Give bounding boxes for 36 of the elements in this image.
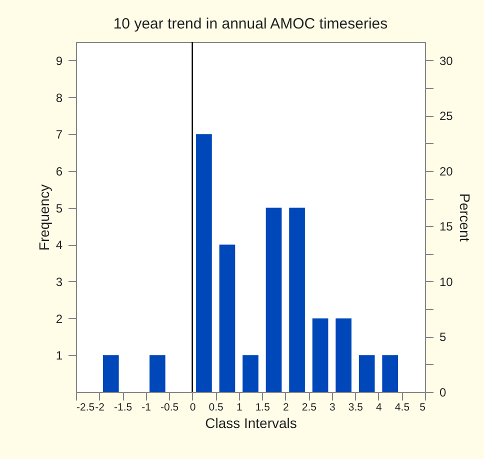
y2-tick-label: 15 bbox=[440, 220, 454, 234]
y-tick-label: 9 bbox=[56, 54, 63, 68]
x-tick-label: 3 bbox=[330, 402, 336, 414]
chart-title: 10 year trend in annual AMOC timeseries bbox=[113, 15, 388, 32]
x-tick-label: -2 bbox=[95, 402, 105, 414]
y-axis-title: Frequency bbox=[36, 184, 52, 251]
y2-tick-label: 5 bbox=[440, 330, 446, 344]
y2-tick-label: 20 bbox=[440, 164, 454, 178]
x-tick-label: 2 bbox=[282, 402, 289, 414]
y2-tick-label: 10 bbox=[440, 274, 454, 289]
x-tick-label: -1.5 bbox=[114, 402, 132, 414]
y-tick-label: 4 bbox=[56, 238, 63, 252]
y-tick-label: 7 bbox=[56, 128, 63, 142]
y-tick-label: 3 bbox=[56, 274, 63, 289]
x-tick-label: -2.5 bbox=[76, 402, 95, 414]
y2-tick-label: 30 bbox=[440, 54, 454, 68]
y2-tick-label: 25 bbox=[440, 109, 454, 124]
x-axis-title: Class Intervals bbox=[205, 415, 297, 431]
y-tick-label: 1 bbox=[56, 348, 63, 363]
x-tick-label: 3.5 bbox=[348, 402, 364, 414]
x-tick-label: 2.5 bbox=[302, 402, 317, 414]
x-tick-label: 0 bbox=[190, 402, 196, 414]
x-tick-label: 5 bbox=[420, 402, 426, 414]
x-tick-label: 4.5 bbox=[394, 402, 410, 414]
y-tick-label: 8 bbox=[56, 90, 63, 105]
y2-tick-label: 0 bbox=[440, 386, 446, 400]
x-tick-label: 1.5 bbox=[255, 402, 270, 414]
y-tick-label: 2 bbox=[56, 312, 63, 326]
x-tick-label: 1 bbox=[236, 402, 242, 414]
x-tick-label: 0.5 bbox=[208, 402, 224, 414]
x-tick-label: 4 bbox=[376, 402, 382, 414]
x-tick-label: -1 bbox=[142, 402, 152, 414]
x-tick-label: -0.5 bbox=[160, 402, 179, 414]
y-tick-label: 5 bbox=[56, 201, 63, 216]
y-tick-label: 6 bbox=[56, 164, 63, 178]
y2-axis-title: Percent bbox=[456, 193, 473, 242]
